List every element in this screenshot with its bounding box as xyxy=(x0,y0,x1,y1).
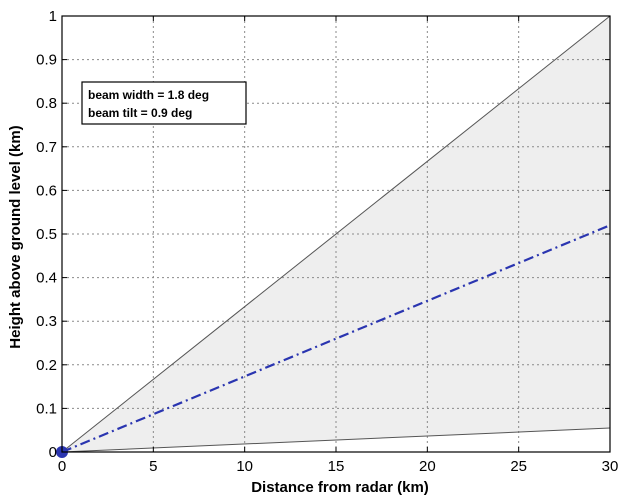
x-tick-label: 15 xyxy=(328,458,345,475)
y-tick-label: 1 xyxy=(49,8,57,25)
y-tick-label: 0.8 xyxy=(36,95,57,112)
annotation-beam-width: beam width = 1.8 deg xyxy=(88,88,209,102)
annotation-beam-tilt: beam tilt = 0.9 deg xyxy=(88,106,192,120)
y-tick-label: 0.3 xyxy=(36,313,57,330)
x-tick-label: 30 xyxy=(602,458,619,475)
annotation-frame xyxy=(81,81,247,125)
y-axis-label: Height above ground level (km) xyxy=(7,125,24,348)
x-tick-label: 10 xyxy=(236,458,253,475)
y-tick-label: 0 xyxy=(49,444,57,461)
x-tick-label: 25 xyxy=(510,458,527,475)
x-tick-label: 5 xyxy=(149,458,157,475)
x-tick-label: 0 xyxy=(58,458,66,475)
y-tick-label: 0.5 xyxy=(36,226,57,243)
y-ticks: 0 0.1 0.2 0.3 0.4 0.5 0.6 0.7 0.8 0.9 1 xyxy=(36,8,610,461)
series-line-beam-center xyxy=(61,224,611,454)
series-line-beam-top xyxy=(61,15,611,453)
grid-lines xyxy=(62,16,610,452)
y-tick-label: 0.1 xyxy=(36,400,57,417)
y-tick-label: 0.9 xyxy=(36,52,57,69)
y-tick-label: 0.4 xyxy=(36,270,57,287)
y-tick-label: 0.6 xyxy=(36,182,57,199)
x-ticks: 0 5 10 15 20 25 30 xyxy=(58,16,619,475)
y-tick-label: 0.7 xyxy=(36,139,57,156)
y-tick-label: 0.2 xyxy=(36,357,57,374)
x-axis-label: Distance from radar (km) xyxy=(251,479,429,496)
annotation-box: beam width = 1.8 deg beam tilt = 0.9 deg xyxy=(81,81,247,125)
x-tick-label: 20 xyxy=(419,458,436,475)
